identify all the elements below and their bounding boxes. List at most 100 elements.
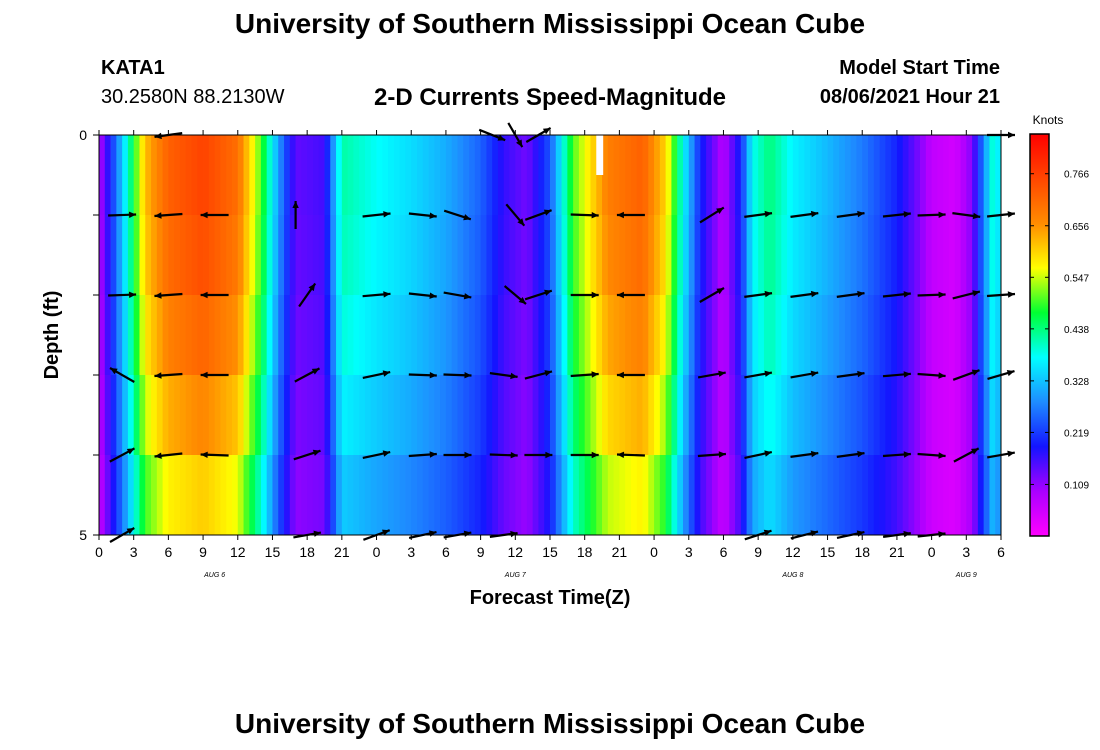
vector-head	[383, 211, 391, 218]
heatmap-cell	[550, 135, 557, 216]
heatmap-cell	[775, 215, 782, 296]
x-tick-label: 0	[373, 544, 381, 560]
heatmap-cell	[948, 295, 956, 376]
date-label: AUG 7	[504, 572, 527, 579]
heatmap-cell	[341, 455, 349, 535]
heatmap-cell	[538, 455, 545, 535]
heatmap-cell	[769, 215, 776, 296]
heatmap-cell	[330, 375, 337, 456]
heatmap-cell	[185, 375, 192, 456]
heatmap-cell	[682, 215, 690, 296]
vector-head	[938, 531, 946, 538]
heatmap-cell	[908, 455, 915, 535]
heatmap-cell	[422, 375, 429, 456]
vector-head	[126, 448, 135, 455]
current-vector	[570, 291, 599, 299]
heatmap-cell	[550, 295, 557, 376]
heatmap-cell	[497, 455, 505, 535]
heatmap-cell	[966, 375, 973, 456]
x-tick-label: 18	[854, 544, 870, 560]
heatmap-cell	[769, 455, 776, 535]
heatmap-cell	[532, 215, 539, 296]
heatmap-cell	[382, 455, 389, 535]
heatmap-cell	[116, 375, 123, 456]
heatmap-cell	[434, 375, 441, 456]
heatmap-cell	[376, 215, 383, 296]
vector-head	[972, 212, 981, 220]
heatmap-cell	[133, 375, 140, 456]
vector-head	[311, 368, 320, 375]
heatmap-cell	[602, 375, 609, 456]
heatmap-cell	[954, 135, 961, 216]
heatmap-cell	[428, 455, 435, 535]
heatmap-cell	[769, 135, 776, 216]
heatmap-cell	[619, 295, 626, 376]
heatmap-cell	[590, 455, 597, 535]
heatmap-cell	[203, 455, 210, 535]
heatmap-cell	[833, 455, 840, 535]
heatmap-cell	[405, 455, 412, 535]
heatmap-cell	[486, 135, 493, 216]
heatmap-cell	[937, 295, 944, 376]
heatmap-cell	[937, 135, 944, 216]
heatmap-cell	[688, 375, 695, 456]
heatmap-cell	[752, 135, 759, 216]
heatmap-cell	[162, 295, 169, 376]
heatmap-cell	[474, 375, 482, 456]
heatmap-cell	[376, 375, 383, 456]
heatmap-cell	[954, 215, 961, 296]
heatmap-cell	[509, 295, 516, 376]
heatmap-cell	[220, 375, 227, 456]
heatmap-cell	[515, 135, 522, 216]
heatmap-cell	[110, 215, 117, 296]
heatmap-cell	[943, 375, 950, 456]
heatmap-cell	[758, 295, 765, 376]
current-vector	[524, 289, 553, 301]
heatmap-cell	[492, 135, 499, 216]
heatmap-cell	[359, 215, 366, 296]
heatmap-cell	[763, 375, 771, 456]
heatmap-cell	[370, 295, 377, 376]
heatmap-cell	[417, 375, 424, 456]
heatmap-cell	[723, 215, 730, 296]
heatmap-cell	[243, 375, 250, 456]
heatmap-cell	[735, 135, 742, 216]
heatmap-cell	[289, 295, 296, 376]
station-id: KATA1	[101, 57, 165, 79]
heatmap-cell	[353, 215, 360, 296]
vector-head	[200, 291, 208, 299]
heatmap-cell	[960, 135, 967, 216]
heatmap-cell	[740, 455, 747, 535]
current-vector	[200, 451, 229, 458]
heatmap-cell	[249, 375, 256, 456]
heatmap-cell	[920, 135, 927, 216]
current-vector	[917, 372, 946, 379]
heatmap-cell	[810, 455, 817, 535]
heatmap-cell	[896, 215, 904, 296]
heatmap-cell	[434, 455, 441, 535]
heatmap-cell	[711, 455, 719, 535]
heatmap-cell	[538, 295, 545, 376]
heatmap-cell	[902, 455, 909, 535]
heatmap-cell	[260, 375, 268, 456]
heatmap-cell	[885, 215, 892, 296]
heatmap-cell	[567, 215, 574, 296]
heatmap-cell	[972, 135, 979, 216]
vector-head	[903, 371, 911, 378]
heatmap-cell	[289, 215, 296, 296]
heatmap-cell	[787, 295, 794, 376]
heatmap-cell	[868, 375, 875, 456]
current-vector	[154, 372, 183, 379]
current-vector	[200, 371, 229, 379]
heatmap-cell	[891, 375, 898, 456]
heatmap-cell	[989, 375, 996, 456]
heatmap-cell	[966, 135, 973, 216]
colorbar-units: Knots	[1033, 113, 1064, 127]
heatmap-cell	[677, 455, 684, 535]
vector-head	[129, 291, 137, 298]
current-vector	[154, 292, 183, 299]
heatmap-cell	[399, 375, 406, 456]
heatmap-cell	[659, 455, 667, 535]
vector-head	[591, 371, 599, 378]
heatmap-cell	[249, 135, 256, 216]
